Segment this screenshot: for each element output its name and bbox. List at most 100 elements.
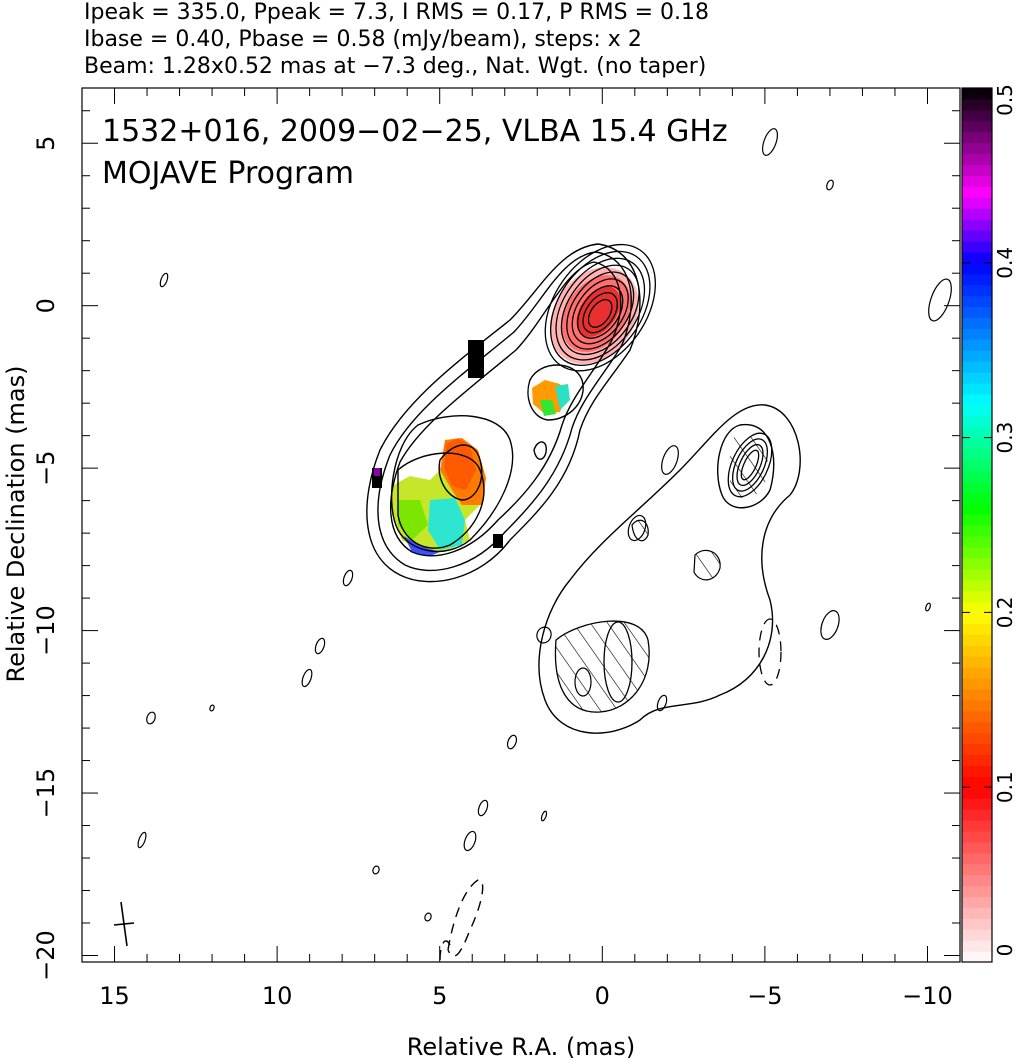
colorbar-step <box>962 142 992 155</box>
x-tick-label: −5 <box>747 982 782 1010</box>
plot-title-line-2: MOJAVE Program <box>102 156 354 191</box>
colorbar-step <box>962 492 992 504</box>
y-tick-label: −15 <box>32 768 60 819</box>
small-contour <box>424 912 432 922</box>
colorbar-step <box>962 393 992 406</box>
colorbar-step <box>962 470 992 482</box>
colorbar-step <box>962 109 992 122</box>
colorbar-step <box>962 339 992 351</box>
colorbar-step <box>962 350 992 362</box>
component-contour <box>574 667 592 697</box>
colorbar-tick-label: 0.1 <box>993 771 1017 803</box>
colorbar-step <box>962 721 992 734</box>
hatched-region <box>693 549 721 581</box>
plot-title-line-1: 1532+016, 2009−02−25, VLBA 15.4 GHz <box>102 114 728 149</box>
header-line-2: Ibase = 0.40, Pbase = 0.58 (mJy/beam), s… <box>84 27 642 52</box>
y-tick-label: 0 <box>32 298 60 313</box>
colorbar-step <box>962 765 992 777</box>
colorbar-step <box>962 306 992 319</box>
polarization-patch <box>398 500 428 540</box>
colorbar-step <box>962 732 992 745</box>
small-contour <box>463 830 477 852</box>
contour <box>439 940 451 961</box>
core-contour <box>549 250 651 367</box>
header-line-1: Ipeak = 335.0, Ppeak = 7.3, I RMS = 0.17… <box>84 0 709 25</box>
contour <box>438 444 483 501</box>
header-line-3: Beam: 1.28x0.52 mas at −7.3 deg., Nat. W… <box>84 54 706 79</box>
core-contour <box>566 271 635 350</box>
core-contour <box>560 264 640 356</box>
beam-minor-axis <box>113 922 135 926</box>
negative-contour <box>758 618 782 686</box>
colorbar-step <box>962 503 992 515</box>
colorbar-step <box>962 437 992 450</box>
colorbar-frame <box>961 87 993 963</box>
colorbar-step <box>962 208 992 220</box>
colorbar-step <box>962 907 992 919</box>
colorbar-step <box>962 677 992 690</box>
colorbar-step <box>962 175 992 187</box>
colorbar-step <box>962 852 992 865</box>
contour <box>390 415 514 553</box>
small-contour <box>536 626 552 644</box>
small-contour <box>372 865 380 875</box>
small-contour <box>627 514 647 542</box>
hatched-region <box>554 620 650 713</box>
contour <box>390 261 622 557</box>
colorbar-step <box>962 514 992 526</box>
hatched-region <box>631 519 649 542</box>
colorbar-step <box>962 295 992 308</box>
colorbar-step <box>962 918 992 930</box>
polarization-pixel <box>493 534 503 548</box>
contour <box>533 441 547 460</box>
colorbar-ticks: 0 0.1 0.2 0.3 0.4 0.5 <box>962 84 1017 963</box>
colorbar-step <box>962 590 992 603</box>
polarization-patch <box>428 498 465 550</box>
colorbar-step <box>962 98 992 111</box>
core-contour <box>571 278 629 345</box>
colorbar-step <box>962 284 992 297</box>
small-contour <box>540 810 548 822</box>
core-contour <box>582 292 618 334</box>
colorbar-step <box>962 230 992 242</box>
colorbar-tick-label: 0.5 <box>993 84 1017 116</box>
colorbar-step <box>962 153 992 166</box>
colorbar-tick-label: 0.4 <box>993 247 1017 279</box>
small-contour <box>762 128 778 156</box>
contour <box>447 879 484 957</box>
colorbar-step <box>962 535 992 548</box>
map-layer <box>113 128 952 961</box>
colorbar-step <box>962 273 992 286</box>
x-tick-label: −10 <box>902 982 953 1010</box>
contour <box>716 423 775 509</box>
small-contour <box>209 704 215 712</box>
colorbar-step <box>962 612 992 624</box>
y-tick-label: −10 <box>32 605 60 656</box>
plot-frame <box>81 87 961 963</box>
colorbar-step <box>962 382 992 395</box>
colorbar-step <box>962 623 992 635</box>
y-tick-label: 5 <box>32 136 60 151</box>
contour <box>527 364 584 421</box>
colorbar-step <box>962 809 992 821</box>
small-contour <box>826 179 834 191</box>
colorbar-tick-label: 0 <box>993 944 1017 957</box>
colorbar-step <box>962 645 992 657</box>
colorbar-step <box>962 951 992 963</box>
colorbar-step <box>962 481 992 493</box>
colorbar-step <box>962 251 992 264</box>
plot-area: 15 10 5 0 −5 −10 5 0 −5 −10 −15 −20 <box>32 87 961 1010</box>
small-contour <box>137 831 147 849</box>
small-contour <box>146 711 156 725</box>
colorbar-step <box>962 929 992 941</box>
colorbar-step <box>962 579 992 592</box>
colorbar-step <box>962 667 992 679</box>
colorbar-step <box>962 131 992 144</box>
x-axis-label: Relative R.A. (mas) <box>407 1033 635 1061</box>
colorbar-step <box>962 688 992 701</box>
small-contour <box>925 602 931 612</box>
colorbar-step <box>962 896 992 908</box>
colorbar-step <box>962 197 992 209</box>
colorbar-step <box>962 634 992 646</box>
